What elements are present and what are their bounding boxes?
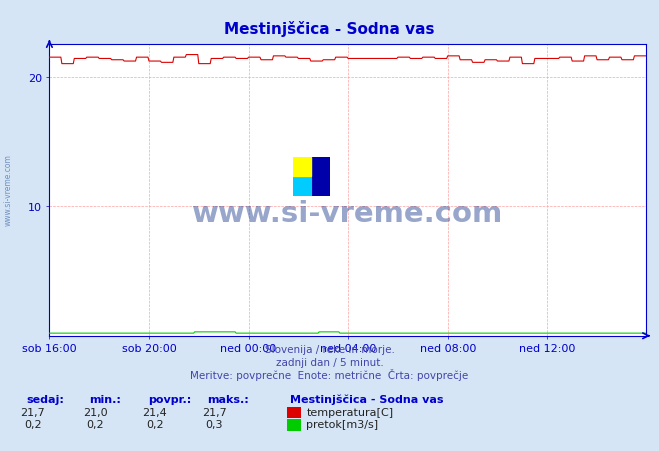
Polygon shape	[293, 177, 312, 196]
Polygon shape	[293, 158, 312, 177]
Text: temperatura[C]: temperatura[C]	[306, 407, 393, 417]
Text: Meritve: povprečne  Enote: metrične  Črta: povprečje: Meritve: povprečne Enote: metrične Črta:…	[190, 368, 469, 380]
Text: 21,7: 21,7	[202, 407, 227, 417]
Text: www.si-vreme.com: www.si-vreme.com	[192, 200, 503, 228]
Polygon shape	[293, 158, 312, 177]
Text: min.:: min.:	[89, 394, 121, 404]
Polygon shape	[312, 158, 330, 196]
Text: sedaj:: sedaj:	[26, 394, 64, 404]
Text: Mestinjščica - Sodna vas: Mestinjščica - Sodna vas	[290, 394, 444, 404]
Text: 0,2: 0,2	[87, 419, 104, 429]
Text: 0,2: 0,2	[24, 419, 42, 429]
Text: 0,2: 0,2	[146, 419, 163, 429]
Polygon shape	[293, 177, 330, 196]
Text: 21,7: 21,7	[20, 407, 45, 417]
Text: Slovenija / reke in morje.: Slovenija / reke in morje.	[264, 345, 395, 354]
Text: 0,3: 0,3	[206, 419, 223, 429]
Text: 21,0: 21,0	[83, 407, 108, 417]
Text: zadnji dan / 5 minut.: zadnji dan / 5 minut.	[275, 357, 384, 367]
Text: pretok[m3/s]: pretok[m3/s]	[306, 419, 378, 429]
Text: www.si-vreme.com: www.si-vreme.com	[3, 153, 13, 226]
Text: Mestinjščica - Sodna vas: Mestinjščica - Sodna vas	[224, 21, 435, 37]
Text: 21,4: 21,4	[142, 407, 167, 417]
Text: povpr.:: povpr.:	[148, 394, 192, 404]
Text: maks.:: maks.:	[208, 394, 249, 404]
